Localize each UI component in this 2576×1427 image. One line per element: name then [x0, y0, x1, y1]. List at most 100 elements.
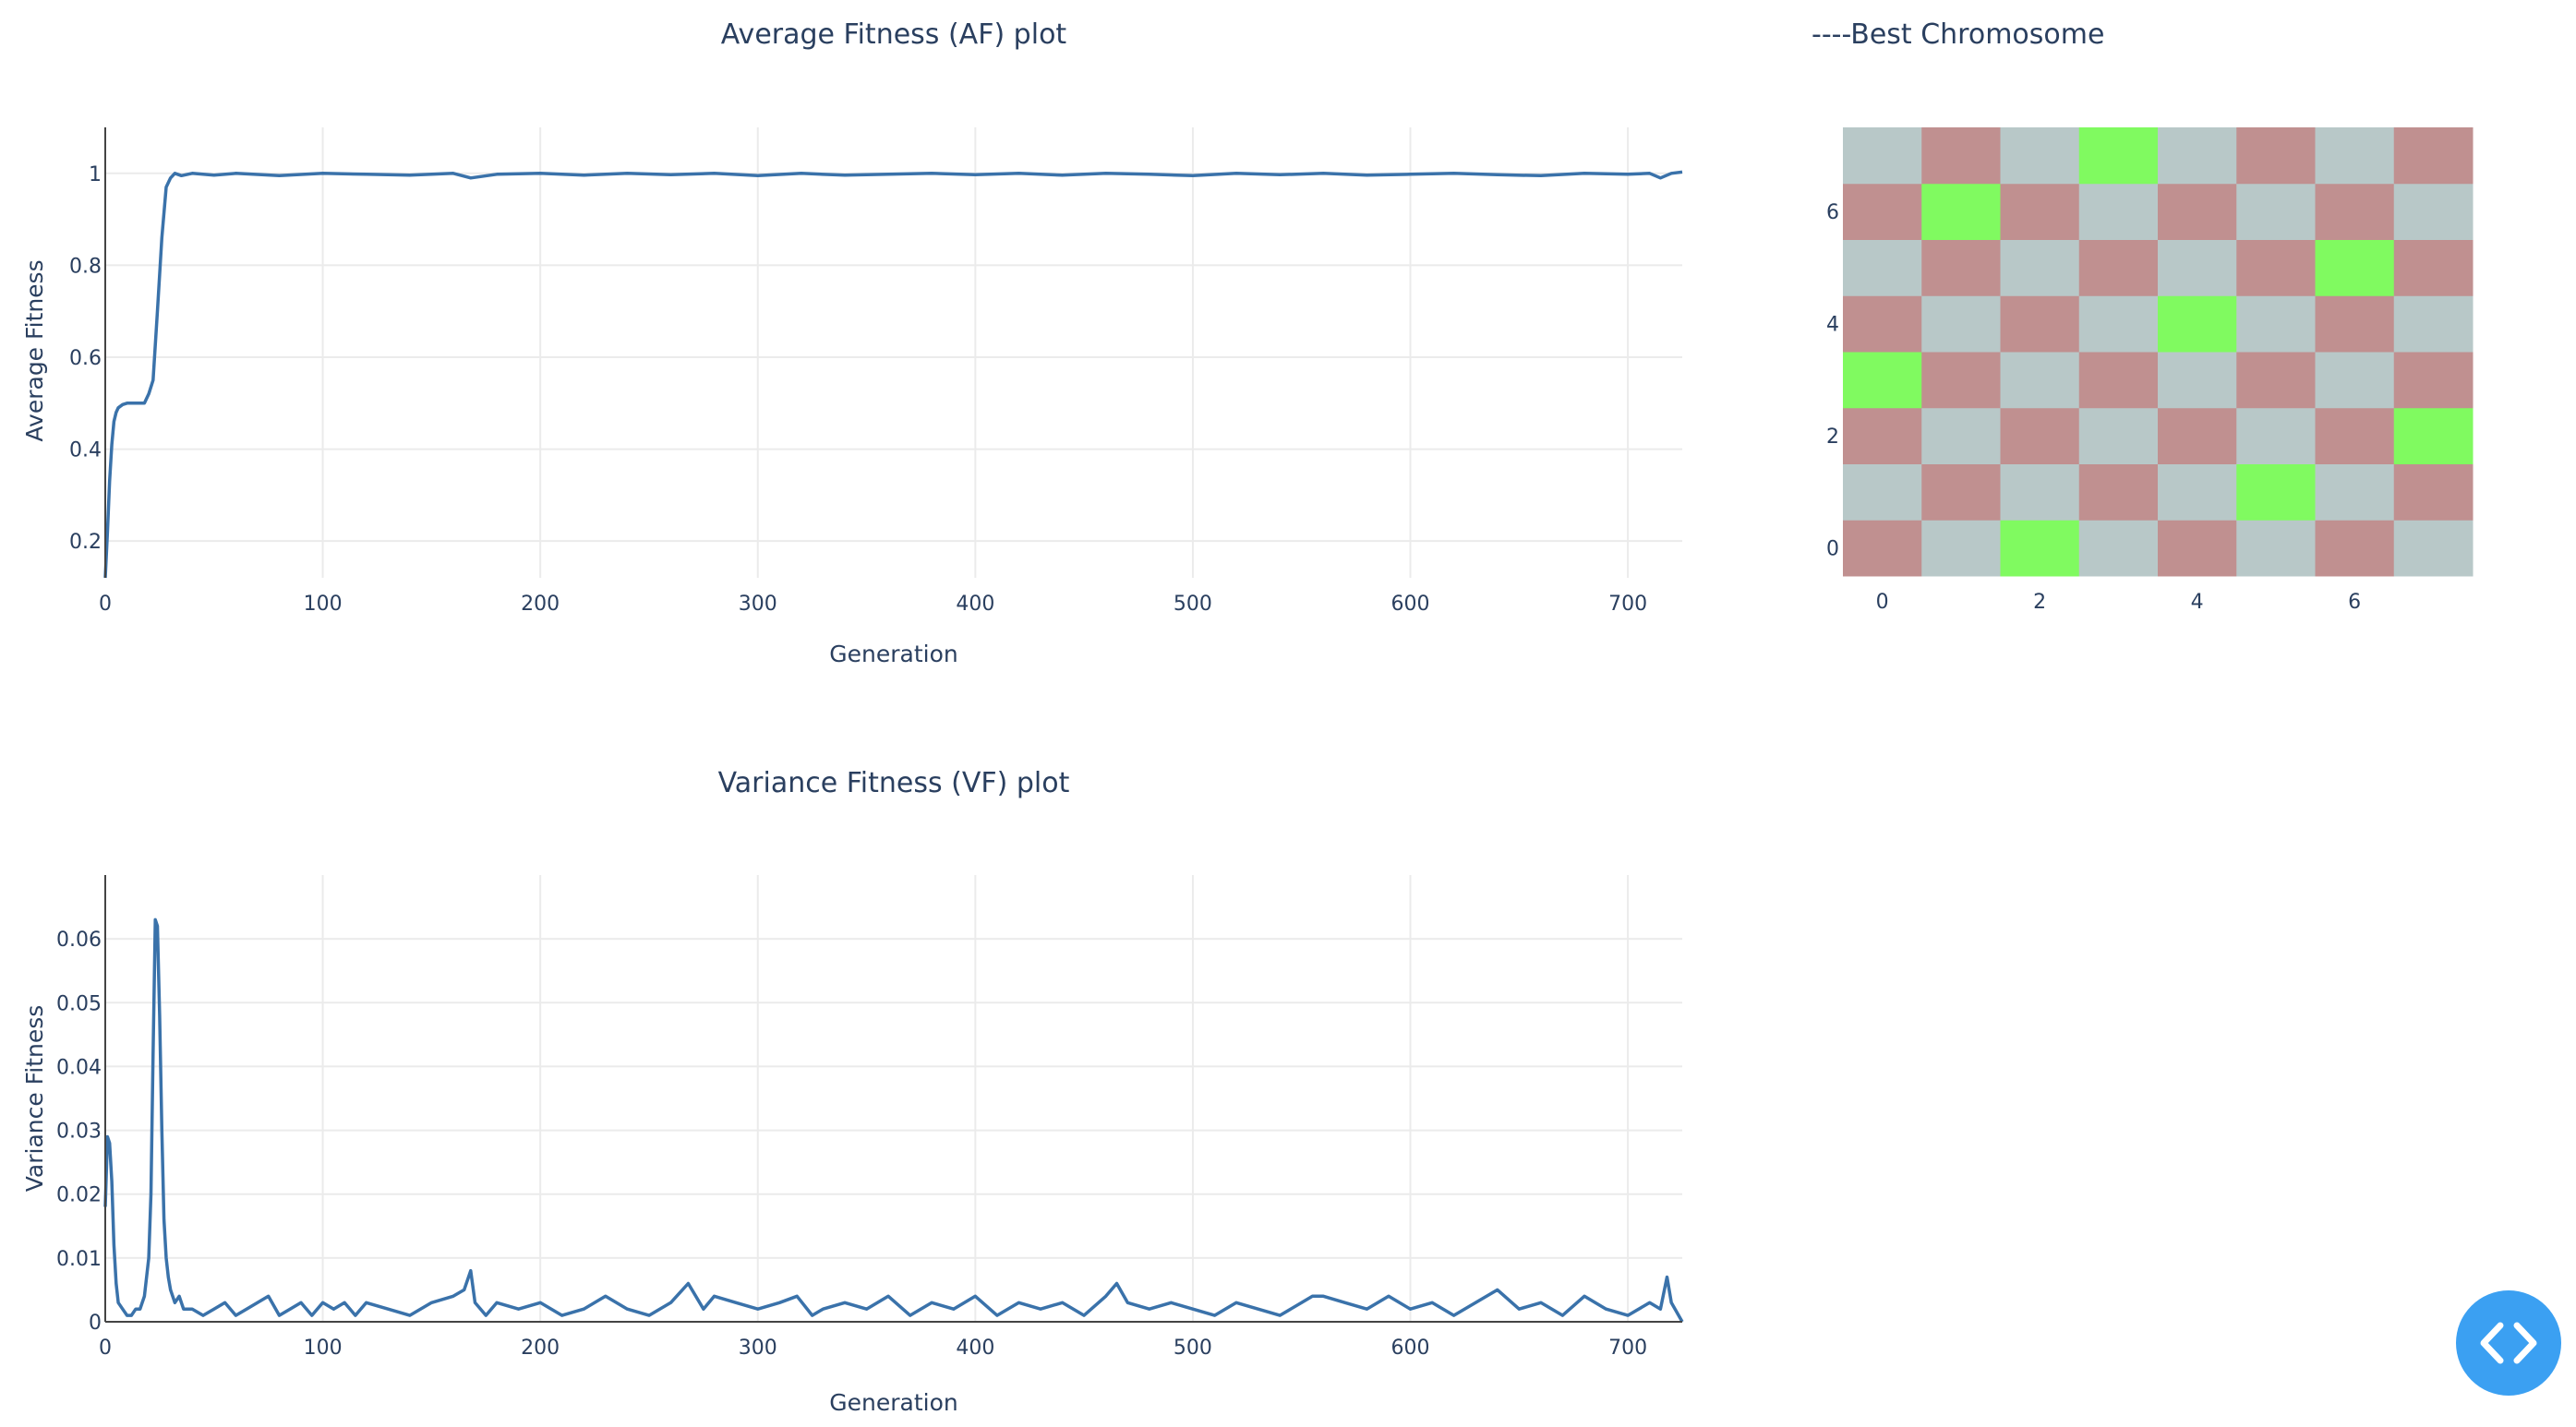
af-x-tick-label: 700: [1608, 593, 1647, 616]
heatmap-cell: [2078, 520, 2159, 577]
vf-x-tick-label: 0: [99, 1337, 112, 1360]
heatmap-cell: [1843, 295, 1922, 353]
heatmap-cell: [2000, 239, 2080, 296]
heatmap-cell: [2393, 127, 2474, 185]
heatmap-cell: [2000, 183, 2080, 240]
vf-y-tick-label: 0.06: [56, 929, 102, 952]
best-chromosome-heatmap: 0 2 4 6 0 2 4 6 ----Best Chromosome: [1812, 18, 2474, 614]
af-x-tick-labels: 0 100 200 300 400 500 600 700: [99, 593, 1647, 616]
heatmap-cell: [2158, 463, 2237, 521]
heatmap-cell: [2158, 239, 2237, 296]
vf-y-tick-label: 0.04: [56, 1056, 102, 1079]
vf-chart-title: Variance Fitness (VF) plot: [718, 767, 1070, 799]
vf-y-tick-label: 0.05: [56, 992, 102, 1015]
heatmap-cell: [2078, 239, 2159, 296]
heatmap-queen-cell: [1843, 352, 1922, 409]
heatmap-cell: [2078, 183, 2159, 240]
variance-fitness-chart: 0 100 200 300 400 500 600 700 0 0.01 0.02 0.03 0.04…: [21, 767, 1684, 1416]
heatmap-cell: [1921, 407, 2001, 464]
af-y-tick-labels: 0.2 0.4 0.6 0.8 1: [69, 163, 102, 554]
af-y-tick-label: 0.8: [69, 255, 102, 278]
heatmap-y-tick-labels: 0 2 4 6: [1826, 201, 1839, 561]
vf-y-tick-label: 0: [89, 1312, 102, 1335]
heatmap-queen-cell: [2393, 407, 2474, 464]
heatmap-cell: [2315, 520, 2395, 577]
heatmap-queen-cell: [2236, 463, 2316, 521]
vf-y-axis-title: Variance Fitness: [21, 1005, 48, 1193]
vf-x-axis-title: Generation: [829, 1389, 957, 1416]
heatmap-cell: [2000, 463, 2080, 521]
heatmap-cell: [2078, 295, 2159, 353]
heatmap-y-tick-label: 4: [1826, 314, 1839, 337]
vf-x-tick-label: 500: [1174, 1337, 1212, 1360]
heatmap-cell: [2315, 407, 2395, 464]
heatmap-cell: [2236, 127, 2316, 185]
heatmap-queen-cell: [1921, 183, 2001, 240]
heatmap-cell: [1921, 127, 2001, 185]
heatmap-y-tick-label: 2: [1826, 426, 1839, 449]
af-x-axis-title: Generation: [829, 641, 957, 667]
average-fitness-chart: 0 100 200 300 400 500 600 700 0.2 0.4 0.6 0.8 1 Ave…: [21, 18, 1683, 667]
vf-x-tick-labels: 0 100 200 300 400 500 600 700: [99, 1337, 1647, 1360]
heatmap-queen-cell: [2158, 295, 2237, 353]
vf-y-tick-label: 0.02: [56, 1184, 102, 1207]
heatmap-cell: [2158, 352, 2237, 409]
heatmap-cell: [2000, 127, 2080, 185]
heatmap-cell: [1843, 407, 1922, 464]
heatmap-cell: [1843, 239, 1922, 296]
heatmap-cell: [2158, 407, 2237, 464]
heatmap-cell: [2158, 183, 2237, 240]
vf-x-tick-label: 100: [304, 1337, 343, 1360]
heatmap-x-tick-labels: 0 2 4 6: [1876, 591, 2362, 614]
heatmap-title: ----Best Chromosome: [1812, 18, 2104, 51]
heatmap-cell: [1843, 520, 1922, 577]
heatmap-y-tick-label: 0: [1826, 538, 1839, 561]
heatmap-cell: [2393, 352, 2474, 409]
heatmap-cell: [2000, 407, 2080, 464]
vf-series-line: [103, 917, 1684, 1323]
heatmap-cell: [2236, 352, 2316, 409]
heatmap-cell: [2000, 352, 2080, 409]
af-x-tick-label: 400: [956, 593, 994, 616]
heatmap-cell: [2236, 520, 2316, 577]
af-x-tick-label: 600: [1391, 593, 1430, 616]
heatmap-x-tick-label: 6: [2348, 591, 2361, 614]
af-x-tick-label: 0: [99, 593, 112, 616]
heatmap-cell: [2000, 295, 2080, 353]
heatmap-x-tick-label: 0: [1876, 591, 1889, 614]
heatmap-cell: [1843, 463, 1922, 521]
legend-line-prefix: ----: [1812, 18, 1850, 51]
af-x-tick-label: 200: [521, 593, 560, 616]
heatmap-cell: [2393, 295, 2474, 353]
af-y-tick-label: 1: [89, 163, 102, 186]
af-x-tick-label: 300: [739, 593, 777, 616]
heatmap-title-text: Best Chromosome: [1850, 18, 2104, 51]
embed-toggle-button[interactable]: [2456, 1290, 2561, 1396]
af-y-tick-label: 0.6: [69, 347, 102, 370]
af-y-tick-label: 0.4: [69, 439, 102, 462]
heatmap-cell: [2158, 127, 2237, 185]
heatmap-cell: [1921, 352, 2001, 409]
heatmap-cell: [2078, 352, 2159, 409]
heatmap-x-tick-label: 2: [2033, 591, 2046, 614]
heatmap-cell: [1843, 183, 1922, 240]
heatmap-cell: [1921, 295, 2001, 353]
heatmap-cell: [2315, 127, 2395, 185]
heatmap-queen-cell: [2078, 127, 2159, 185]
heatmap-queen-cell: [2315, 239, 2395, 296]
heatmap-x-tick-label: 4: [2191, 591, 2204, 614]
heatmap-cell: [1921, 239, 2001, 296]
af-y-axis-title: Average Fitness: [21, 259, 48, 441]
vf-x-tick-label: 600: [1391, 1337, 1430, 1360]
heatmap-cell: [2393, 239, 2474, 296]
af-gridlines: [105, 127, 1682, 578]
heatmap-cell: [1921, 520, 2001, 577]
heatmap-cell: [2393, 183, 2474, 240]
heatmap-cell: [1843, 127, 1922, 185]
af-x-tick-label: 500: [1174, 593, 1212, 616]
vf-y-tick-label: 0.01: [56, 1248, 102, 1271]
af-y-tick-label: 0.2: [69, 531, 102, 554]
heatmap-cell: [2236, 239, 2316, 296]
vf-x-tick-label: 200: [521, 1337, 560, 1360]
heatmap-cell: [2393, 463, 2474, 521]
